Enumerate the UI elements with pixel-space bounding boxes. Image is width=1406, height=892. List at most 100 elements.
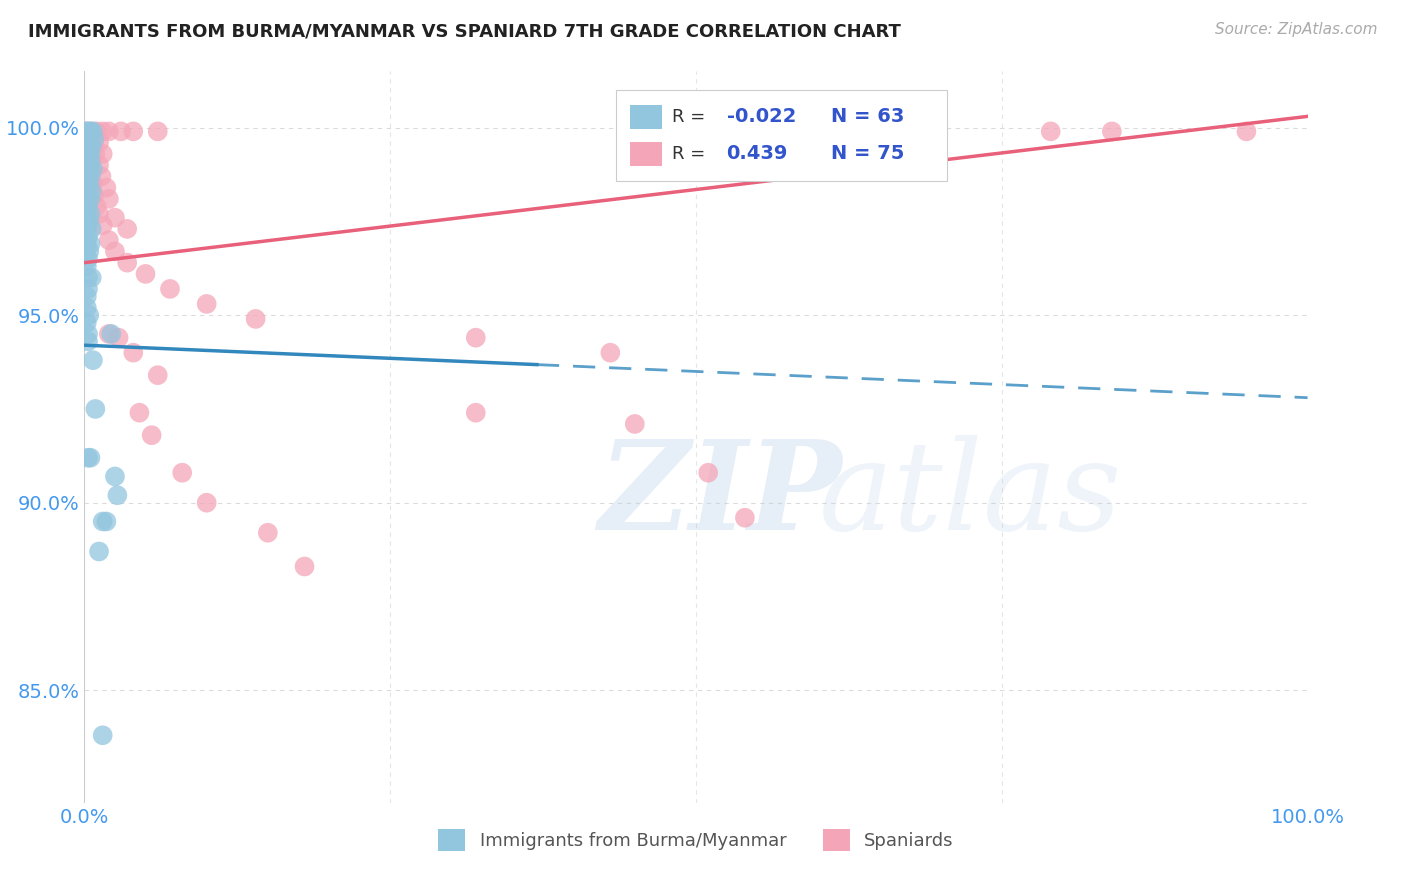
Text: atlas: atlas xyxy=(818,434,1122,557)
Point xyxy=(82,161,104,176)
Text: 0.439: 0.439 xyxy=(727,145,787,163)
Point xyxy=(82,177,104,191)
Point xyxy=(76,124,98,138)
Point xyxy=(77,199,100,213)
Point xyxy=(1101,124,1123,138)
Point xyxy=(76,222,98,236)
Point xyxy=(75,214,97,228)
Point xyxy=(91,124,114,138)
Point xyxy=(79,147,101,161)
Point xyxy=(80,166,103,180)
Point xyxy=(96,515,118,529)
Point xyxy=(79,450,101,465)
Point xyxy=(77,252,100,266)
Point xyxy=(91,218,114,232)
FancyBboxPatch shape xyxy=(616,90,946,181)
Point xyxy=(77,244,100,259)
Point xyxy=(122,345,145,359)
Point xyxy=(122,124,145,138)
Point xyxy=(83,136,105,150)
Point xyxy=(80,222,103,236)
Point xyxy=(104,244,127,259)
Point xyxy=(79,169,101,184)
Point xyxy=(97,233,120,247)
Point xyxy=(77,450,100,465)
Point xyxy=(75,177,97,191)
Point xyxy=(75,124,97,138)
Point xyxy=(141,428,163,442)
Point xyxy=(80,270,103,285)
Point xyxy=(75,244,97,259)
Point xyxy=(79,192,101,206)
Point xyxy=(77,147,100,161)
Point xyxy=(91,728,114,742)
Point xyxy=(80,124,103,138)
Text: N = 75: N = 75 xyxy=(831,145,904,163)
Point xyxy=(76,289,98,303)
FancyBboxPatch shape xyxy=(630,105,662,128)
Point xyxy=(146,124,169,138)
Point xyxy=(87,158,110,172)
Point xyxy=(83,132,105,146)
Point xyxy=(75,161,97,176)
Point xyxy=(77,139,100,153)
Point xyxy=(82,124,104,138)
Point xyxy=(76,260,98,274)
Point xyxy=(76,207,98,221)
Point xyxy=(76,154,98,169)
Point xyxy=(195,496,218,510)
Point xyxy=(77,161,100,176)
Point xyxy=(104,469,127,483)
Point xyxy=(146,368,169,383)
Point xyxy=(76,236,98,251)
Text: Source: ZipAtlas.com: Source: ZipAtlas.com xyxy=(1215,22,1378,37)
Point xyxy=(80,185,103,199)
Point xyxy=(79,124,101,138)
Point xyxy=(79,236,101,251)
Text: IMMIGRANTS FROM BURMA/MYANMAR VS SPANIARD 7TH GRADE CORRELATION CHART: IMMIGRANTS FROM BURMA/MYANMAR VS SPANIAR… xyxy=(28,22,901,40)
Point xyxy=(464,331,486,345)
Point xyxy=(87,544,110,558)
Point xyxy=(82,353,104,368)
Point xyxy=(107,331,129,345)
Point xyxy=(75,139,97,153)
Point xyxy=(599,345,621,359)
Point xyxy=(97,124,120,138)
Point xyxy=(79,154,101,169)
Point xyxy=(97,326,120,341)
Point xyxy=(115,255,138,269)
Point xyxy=(245,312,267,326)
Point xyxy=(110,124,132,138)
Point xyxy=(115,222,138,236)
Point xyxy=(96,180,118,194)
Point xyxy=(77,229,100,244)
Text: R =: R = xyxy=(672,145,710,163)
Point xyxy=(104,211,127,225)
Point xyxy=(91,147,114,161)
Point xyxy=(76,132,98,146)
Point xyxy=(76,301,98,315)
Point xyxy=(77,132,100,146)
Point xyxy=(83,188,105,202)
Point xyxy=(76,169,98,184)
Point xyxy=(84,401,107,416)
Point xyxy=(79,207,101,221)
Point xyxy=(77,214,100,228)
Point xyxy=(464,406,486,420)
Point xyxy=(76,192,98,206)
Point xyxy=(159,282,181,296)
Text: R =: R = xyxy=(672,108,710,126)
Point xyxy=(77,308,100,322)
Point xyxy=(624,417,647,431)
Point xyxy=(294,559,316,574)
Point xyxy=(105,488,128,502)
Point xyxy=(77,282,100,296)
Point xyxy=(87,136,110,150)
Point xyxy=(128,406,150,420)
Point xyxy=(1236,124,1258,138)
Point xyxy=(76,316,98,330)
Point xyxy=(77,132,100,146)
Point xyxy=(257,525,280,540)
Point xyxy=(172,466,194,480)
Legend: Immigrants from Burma/Myanmar, Spaniards: Immigrants from Burma/Myanmar, Spaniards xyxy=(429,820,963,860)
